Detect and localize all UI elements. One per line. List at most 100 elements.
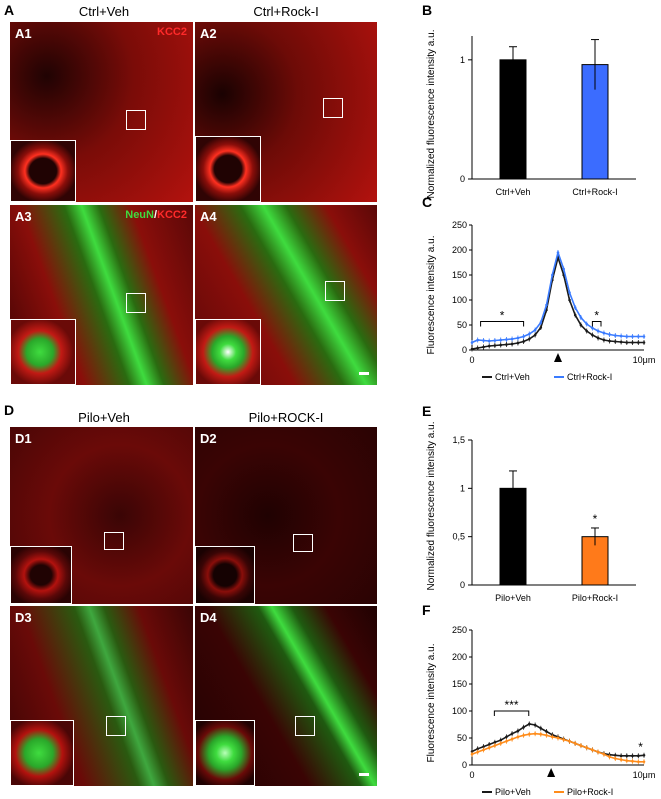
chart-c: Fluorescence intensity a.u. 0 50 100 150 200… [426,220,655,382]
chart-f-data-point [527,732,531,736]
column-title-pilo-veh: Pilo+Veh [78,410,130,425]
micrograph-label-d1: D1 [15,431,32,446]
stain-label-neun-kcc2: NeuN/KCC2 [125,209,187,221]
chart-f-data-point [637,754,640,758]
panel-label-a: A [4,2,15,18]
zoom-inset [195,546,255,604]
chart-f-y-tick-label: 200 [452,652,467,662]
chart-f-data-point [482,748,485,752]
column-title-ctrl-veh: Ctrl+Veh [78,4,130,19]
chart-c-data-point [625,341,629,344]
stain-label-kcc2: KCC2 [157,26,187,38]
panel-label-e: E [422,403,432,419]
chart-c-data-point [510,337,514,341]
chart-c-data-point [591,333,594,337]
chart-f-data-point [637,760,640,764]
chart-f-y-tick-label: 250 [452,625,467,635]
chart-c-data-point [499,343,503,347]
chart-c-data-point [631,341,634,344]
chart-c-significance-bracket [591,321,602,327]
chart-c-y-tick-label: 0 [462,345,467,355]
chart-f-data-point [533,732,537,735]
chart-f-data-point [539,732,543,736]
chart-f-data-point [533,723,537,727]
chart-f-ylabel: Fluorescence intensity a.u. [426,644,437,763]
chart-c-y-tick-label: 100 [452,295,467,305]
chart-f-data-point [608,755,611,759]
micrograph-a3: A3 NeuN/KCC2 [10,205,193,385]
zoom-inset [10,546,72,604]
chart-c-data-point [568,291,571,294]
chart-f-data-point [516,735,520,739]
chart-f-data-point [642,753,646,757]
roi-box [126,293,146,313]
chart-c-data-point [613,340,617,343]
micrograph-label-a1: A1 [15,26,32,41]
chart-c-data-point [499,338,503,342]
chart-c-ylabel: Fluorescence intensity a.u. [426,236,437,355]
chart-c-data-point [573,306,577,309]
chart-c-data-point [522,335,525,338]
chart-b-y-tick-label: 0 [460,174,465,184]
chart-f-data-point [545,730,548,733]
micrograph-label-d4: D4 [200,610,217,625]
chart-f-data-point [510,732,514,735]
chart-f-x-tick-label: 0 [469,770,474,780]
chart-c-data-point [596,329,600,333]
chart-c-data-point [482,345,485,349]
chart-f-data-point [476,750,479,754]
chart-f-data-point [516,729,520,733]
chart-c-data-point [539,321,543,324]
chart-c-data-point [539,326,543,329]
chart-c-data-point [591,326,594,330]
panel-label-b: B [422,2,433,18]
chart-c-series-line [471,249,644,344]
chart-b-bar [499,59,527,180]
roi-box [293,534,313,552]
zoom-inset [10,319,76,385]
chart-c-y-tick-label: 50 [457,320,467,330]
chart-c-data-point [533,333,537,337]
chart-f-data-point [499,742,503,745]
chart-f-data-point [499,738,503,742]
panel-label-c: C [422,194,433,210]
chart-c-data-point [505,338,508,341]
chart-f-data-point [619,754,623,758]
chart-b-category-label: Ctrl+Rock-I [572,187,617,197]
chart-f-x-tick-label: 10μm [633,770,656,780]
chart-c-legend-label: Ctrl+Veh [495,372,530,382]
roi-box [126,110,146,130]
micrograph-d2: D2 [195,427,377,604]
roi-box [323,98,343,118]
zoom-inset [195,136,261,202]
chart-c-y-tick-label: 250 [452,220,467,230]
chart-e-y-tick-label: 1,5 [452,435,465,445]
chart-c-data-point [613,334,617,337]
chart-f-data-point [568,739,571,743]
chart-f-data-point [625,759,629,762]
chart-e-category-label: Pilo+Rock-I [572,593,618,603]
chart-f-data-point [470,750,474,753]
chart-f-data-point [596,750,600,754]
chart-f-data-point [482,745,485,748]
chart-c-plot: 0 50 100 150 200 250 0 10μm Ctrl+Veh Ctrl+Rock-I *… [452,220,655,382]
chart-f-data-point [522,734,525,737]
chart-f-significance: * [638,740,643,754]
chart-f-legend-label: Pilo+Veh [495,787,531,797]
chart-f-peak-arrowhead [547,768,556,777]
chart-f-data-point [585,746,589,750]
chart-c-significance-bracket [480,321,525,327]
panel-label-f: F [422,602,431,618]
chart-f-legend-label: Pilo+Rock-I [567,787,613,797]
chart-f-data-point [642,760,646,764]
chart-c-data-point [625,335,629,338]
chart-f-data-point [613,757,617,760]
roi-box [295,716,315,736]
chart-c-data-point [608,333,611,336]
chart-f-data-point [505,739,508,743]
chart-c-data-point [642,335,646,338]
micrograph-label-a4: A4 [200,209,217,224]
chart-e-y-tick-label: 0 [460,580,465,590]
chart-c-x-tick-label: 10μm [633,355,656,365]
micrograph-d1: D1 [10,427,193,604]
